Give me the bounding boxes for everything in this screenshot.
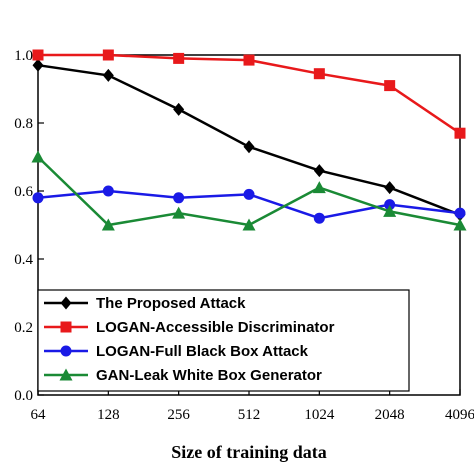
data-point: [102, 49, 114, 61]
x-tick-label: 64: [31, 407, 47, 423]
x-tick-label: 512: [238, 407, 261, 423]
legend-label: LOGAN-Full Black Box Attack: [96, 343, 309, 360]
data-point: [313, 164, 325, 178]
y-tick-label: 0.4: [14, 252, 33, 268]
legend-marker: [60, 296, 72, 310]
data-point: [172, 206, 186, 219]
data-point: [243, 188, 255, 200]
data-point: [384, 80, 396, 92]
data-point: [454, 127, 466, 139]
legend-marker: [60, 345, 72, 357]
data-point: [32, 58, 44, 72]
data-point: [102, 185, 114, 197]
data-point: [173, 52, 185, 64]
data-point: [384, 199, 396, 211]
data-point: [383, 204, 397, 217]
legend-label: LOGAN-Accessible Discriminator: [96, 319, 335, 336]
data-point: [243, 54, 255, 66]
series-4: [31, 150, 467, 231]
x-tick-label: 4096: [445, 407, 474, 423]
y-tick-label: 0.0: [14, 388, 33, 404]
y-tick-label: 0.8: [14, 116, 33, 132]
data-point: [384, 181, 396, 195]
legend-box: [37, 289, 410, 392]
x-tick-label: 128: [97, 407, 120, 423]
data-point: [31, 150, 45, 163]
data-point: [101, 218, 115, 231]
series-3: [32, 185, 466, 224]
legend-label: GAN-Leak White Box Generator: [96, 367, 322, 384]
series-2: [32, 49, 466, 139]
data-point: [173, 192, 185, 204]
y-tick-label: 1.0: [14, 48, 33, 64]
data-point: [32, 192, 44, 204]
data-point: [454, 207, 466, 219]
data-point: [32, 49, 44, 61]
data-point: [313, 212, 325, 224]
data-point: [312, 181, 326, 194]
x-axis-title: Size of training data: [171, 442, 327, 462]
legend: The Proposed Attack LOGAN-Accessible Disc…: [37, 289, 410, 392]
data-point: [243, 140, 255, 154]
data-point: [242, 218, 256, 231]
legend-marker: [60, 321, 72, 333]
series-layer: [31, 49, 467, 231]
x-tick-label: 256: [167, 407, 190, 423]
data-point: [313, 68, 325, 80]
x-tick-label: 2048: [375, 407, 405, 423]
data-point: [102, 68, 114, 82]
x-axis: 64 128 256 512 1024 2048 4096: [31, 389, 474, 423]
x-tick-label: 1024: [304, 407, 335, 423]
legend-marker: [59, 368, 73, 381]
y-axis: 0.0 0.2 0.4 0.6 0.8 1.0: [14, 48, 44, 404]
legend-label: The Proposed Attack: [96, 295, 246, 312]
data-point: [173, 102, 185, 116]
series-line: [38, 53, 461, 135]
y-tick-label: 0.2: [14, 320, 33, 336]
series-1: [32, 58, 466, 222]
data-point: [453, 218, 467, 231]
y-tick-label: 0.6: [14, 184, 33, 200]
